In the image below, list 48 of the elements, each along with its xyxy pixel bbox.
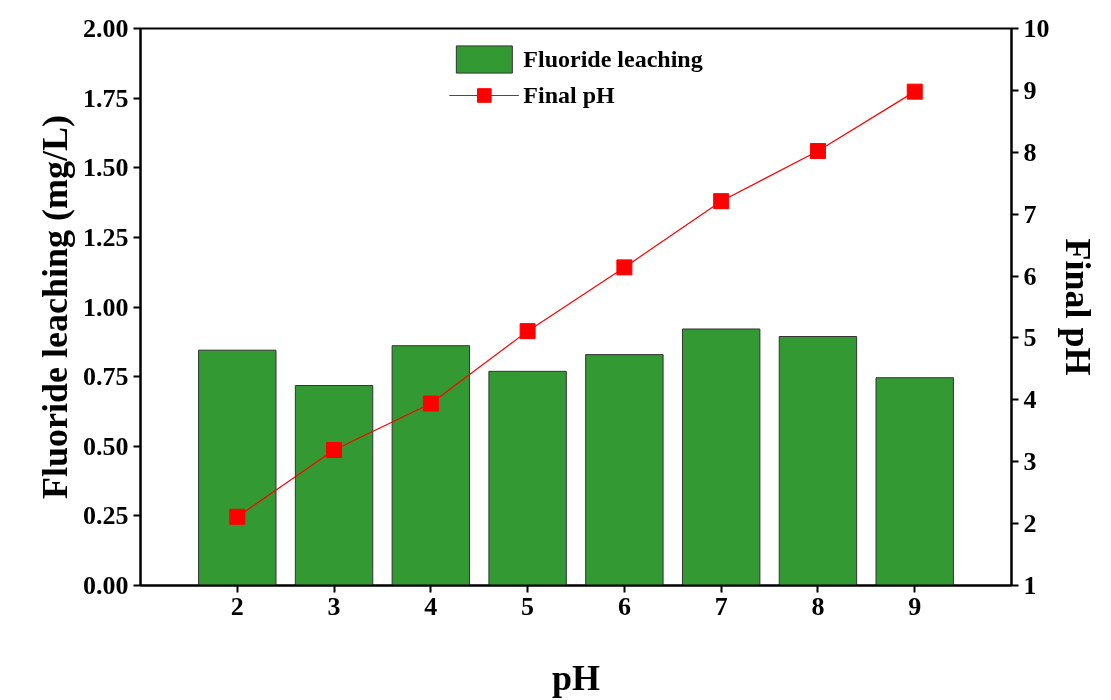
y2-tick-label: 7 <box>1023 199 1037 229</box>
x-tick-label: 2 <box>230 591 244 621</box>
x-axis-title: pH <box>551 657 601 698</box>
bar <box>391 345 471 586</box>
y-tick-label: 1.25 <box>83 222 129 252</box>
point <box>326 441 343 458</box>
x-tick-label: 6 <box>617 591 631 621</box>
point <box>519 323 536 340</box>
y2-axis-title: Final pH <box>1057 238 1098 376</box>
x-tick-label: 7 <box>714 591 728 621</box>
bar <box>198 349 277 586</box>
bar <box>488 370 567 586</box>
point <box>906 83 923 100</box>
y-tick-label: 1.00 <box>83 292 129 322</box>
y-tick-label: 0.50 <box>83 431 129 461</box>
y-axis-title: Fluoride leaching (mg/L) <box>35 115 75 499</box>
y2-tick-label: 1 <box>1023 571 1037 600</box>
y2-tick-label: 9 <box>1023 75 1037 105</box>
bar <box>294 385 374 586</box>
y2-tick-label: 3 <box>1023 447 1037 477</box>
y2-tick-label: 6 <box>1023 261 1037 291</box>
y2-tick-label: 4 <box>1023 385 1037 415</box>
y-tick-label: 0.75 <box>83 362 129 392</box>
point <box>229 508 246 525</box>
x-tick-label: 5 <box>521 591 535 621</box>
point <box>809 143 826 160</box>
x-tick-label: 3 <box>327 591 341 621</box>
y2-tick-label: 2 <box>1023 509 1037 539</box>
point <box>713 193 730 210</box>
bar <box>875 377 954 586</box>
bar <box>778 336 858 586</box>
legend-label: Fluoride leaching <box>523 45 703 73</box>
y-tick-label: 2.00 <box>83 14 129 43</box>
y2-tick-label: 10 <box>1023 14 1050 43</box>
x-tick-label: 8 <box>811 591 825 621</box>
legend-label: Final pH <box>523 81 615 109</box>
y-tick-label: 0.00 <box>83 571 129 600</box>
bar <box>681 328 761 586</box>
y2-tick-label: 5 <box>1023 323 1037 353</box>
point <box>422 395 439 412</box>
x-tick-label: 9 <box>908 591 922 621</box>
y-tick-label: 0.25 <box>83 501 129 531</box>
x-tick-label: 4 <box>424 591 438 621</box>
y-tick-label: 1.75 <box>83 83 129 113</box>
bar <box>585 354 664 586</box>
y2-tick-label: 8 <box>1023 137 1037 167</box>
point <box>616 259 633 276</box>
y-tick-label: 1.50 <box>83 153 129 183</box>
